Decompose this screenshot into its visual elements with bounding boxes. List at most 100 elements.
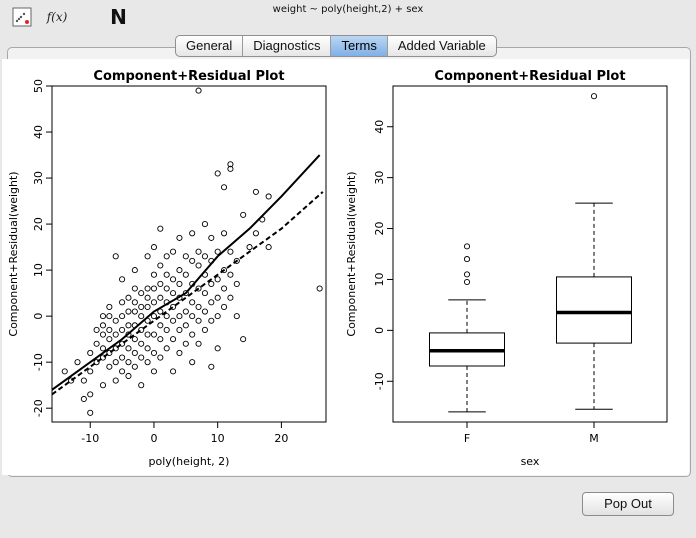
- scatter-point: [163, 299, 170, 306]
- right-y-label: Component+Residual(weight): [345, 171, 358, 336]
- scatter-point: [119, 340, 126, 347]
- tab-diagnostics[interactable]: Diagnostics: [243, 36, 332, 56]
- scatter-point: [201, 221, 208, 228]
- scatter-point: [182, 308, 189, 315]
- left-chart-title: Component+Residual Plot: [93, 69, 284, 84]
- scatter-point: [214, 313, 221, 320]
- scatter-point: [208, 234, 215, 241]
- scatter-point: [195, 285, 202, 292]
- scatter-point: [189, 331, 196, 338]
- left-y-tick-label: -10: [32, 353, 45, 371]
- scatter-point: [125, 372, 132, 380]
- scatter-point: [125, 331, 132, 338]
- scatter-point: [176, 267, 183, 274]
- scatter-point: [195, 340, 202, 347]
- right-x-tick-label: M: [589, 432, 599, 445]
- scatter-point: [131, 285, 138, 292]
- scatter-point: [125, 294, 132, 301]
- scatter-point: [170, 317, 177, 324]
- scatter-point: [201, 326, 208, 333]
- scatter-point: [189, 230, 196, 237]
- scatter-point: [61, 368, 68, 375]
- scatter-point: [189, 280, 196, 287]
- scatter-point: [106, 303, 113, 310]
- scatter-point: [112, 317, 119, 324]
- scatter-point: [176, 294, 183, 301]
- scatter-point: [119, 354, 126, 361]
- scatter-point: [220, 230, 228, 237]
- scatter-point: [208, 257, 215, 264]
- outlier-point: [463, 256, 471, 263]
- scatter-point: [93, 326, 100, 333]
- scatter-point: [150, 349, 158, 357]
- scatter-point: [157, 294, 164, 301]
- scatter-point: [189, 257, 196, 264]
- scatter-point: [157, 336, 164, 343]
- scatter-point: [214, 294, 221, 301]
- scatter-point: [176, 313, 183, 320]
- scatter-point: [170, 368, 177, 375]
- right-axes: -10 0 10 20 30 40 F M: [373, 120, 599, 445]
- scatter-point: [163, 271, 170, 278]
- scatter-point: [157, 308, 164, 315]
- scatter-point: [201, 308, 208, 315]
- scatter-point: [99, 313, 107, 320]
- logo-letter: N: [110, 5, 127, 29]
- scatter-point: [87, 368, 94, 375]
- scatter-point: [182, 290, 189, 297]
- right-y-tick-label: 10: [373, 272, 386, 286]
- scatter-point: [240, 336, 247, 343]
- scatter-point: [106, 349, 113, 357]
- scatter-point: [201, 290, 208, 297]
- scatter-point: [157, 322, 164, 329]
- scatter-point: [138, 303, 145, 310]
- left-x-tick-label: -10: [81, 432, 99, 445]
- scatter-point: [227, 161, 234, 168]
- scatter-point: [99, 331, 107, 338]
- left-y-tick-label: 50: [32, 79, 45, 93]
- scatter-point: [87, 391, 94, 398]
- n-logo-icon[interactable]: N: [106, 5, 130, 29]
- left-y-tick-label: 0: [32, 313, 45, 320]
- left-lines: [51, 154, 324, 396]
- tab-added-variable[interactable]: Added Variable: [397, 38, 486, 53]
- scatter-point: [227, 271, 234, 278]
- pop-out-button[interactable]: Pop Out: [582, 492, 674, 516]
- scatter-point: [150, 244, 158, 251]
- left-plot-frame: [51, 85, 327, 423]
- scatter-point: [246, 244, 253, 251]
- tab-terms[interactable]: Terms: [331, 36, 388, 56]
- scatter-point: [227, 248, 234, 255]
- scatter-point: [144, 331, 151, 338]
- left-y-tick-label: 40: [32, 125, 45, 139]
- scatter-point: [138, 340, 145, 347]
- scatter-point: [144, 303, 151, 310]
- left-y-label: Component+Residual(weight): [7, 171, 20, 336]
- scatter-point: [144, 285, 151, 292]
- scatter-point: [119, 326, 126, 333]
- outlier-point: [463, 278, 471, 286]
- tab-general[interactable]: General: [176, 36, 244, 56]
- right-y-tick-label: 20: [373, 222, 386, 236]
- scatter-point: [125, 322, 132, 329]
- scatter-point: [163, 345, 170, 352]
- scatter-point: [189, 313, 196, 320]
- left-chart: Component+Residual Plot poly(height, 2) …: [7, 69, 327, 468]
- right-y-tick-label: -10: [373, 372, 386, 390]
- right-chart: Component+Residual Plot sex Component+Re…: [345, 69, 668, 468]
- scatter-point: [316, 285, 323, 292]
- scatter-point: [233, 280, 240, 287]
- toolbar: f(x) N weight ~ poly(height,2) + sex: [0, 0, 696, 34]
- scatter-point: [106, 363, 113, 370]
- scatter-point: [208, 280, 215, 287]
- scatter-point: [119, 276, 126, 283]
- scatter-point: [227, 294, 234, 301]
- scatter-point: [150, 271, 158, 278]
- plot-icon[interactable]: [10, 6, 34, 28]
- scatter-point: [176, 280, 183, 287]
- scatter-point: [195, 262, 202, 269]
- scatter-point: [138, 313, 145, 320]
- scatter-point: [240, 211, 247, 218]
- scatter-point: [99, 354, 107, 361]
- function-icon[interactable]: f(x): [44, 6, 70, 28]
